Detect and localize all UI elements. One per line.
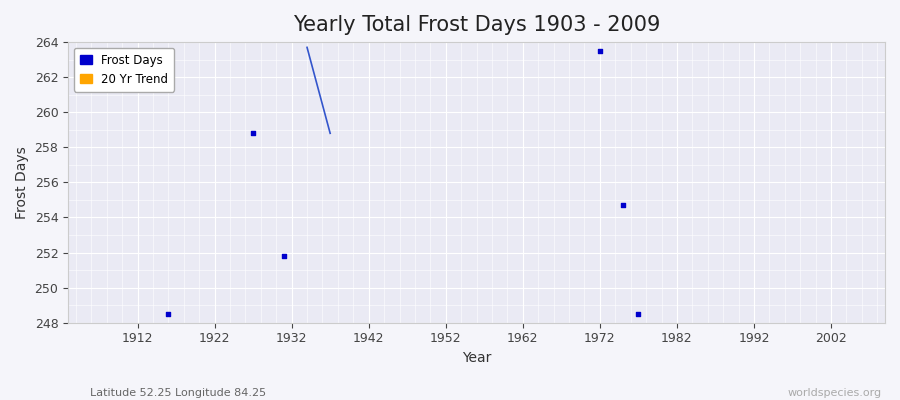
Point bbox=[593, 48, 608, 54]
Text: Latitude 52.25 Longitude 84.25: Latitude 52.25 Longitude 84.25 bbox=[90, 388, 266, 398]
Point bbox=[616, 202, 630, 208]
Point bbox=[631, 311, 645, 317]
Point bbox=[246, 130, 260, 136]
Point bbox=[100, 60, 114, 66]
X-axis label: Year: Year bbox=[462, 351, 491, 365]
Text: worldspecies.org: worldspecies.org bbox=[788, 388, 882, 398]
Title: Yearly Total Frost Days 1903 - 2009: Yearly Total Frost Days 1903 - 2009 bbox=[292, 15, 661, 35]
Point bbox=[276, 253, 291, 259]
Y-axis label: Frost Days: Frost Days bbox=[15, 146, 29, 219]
Legend: Frost Days, 20 Yr Trend: Frost Days, 20 Yr Trend bbox=[74, 48, 174, 92]
Point bbox=[161, 311, 176, 317]
